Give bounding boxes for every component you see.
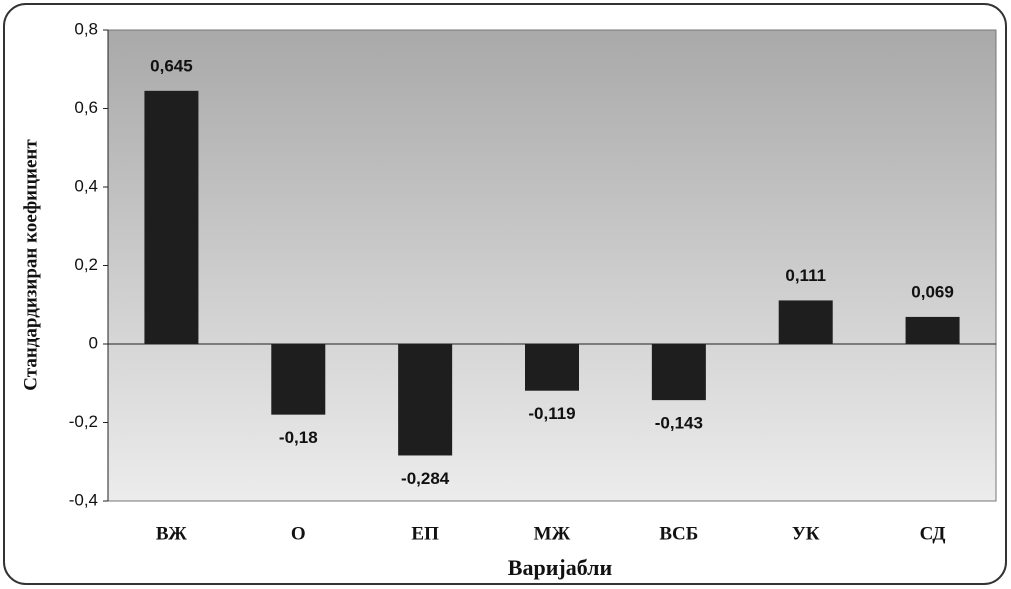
value-label: -0,284 [401, 469, 450, 488]
value-label: -0,18 [279, 428, 318, 447]
value-label: 0,111 [785, 266, 826, 285]
value-label: 0,645 [150, 56, 193, 75]
x-tick-label: ВСБ [659, 523, 698, 544]
x-tick-label: УК [792, 523, 820, 544]
value-label: -0,119 [528, 404, 575, 423]
x-tick-label: ЕП [411, 523, 439, 544]
x-tick-label: О [291, 523, 306, 544]
y-axis-title: Стандардизиран коефициент [20, 139, 41, 391]
bar [651, 344, 706, 401]
plot-area [107, 29, 997, 502]
bar [525, 344, 579, 391]
y-tick-label: 0,4 [74, 176, 98, 195]
y-tick-label: 0,8 [74, 19, 98, 38]
bar [144, 90, 199, 345]
bar [778, 300, 833, 344]
bar [905, 316, 960, 344]
value-label: 0,069 [911, 282, 954, 301]
x-tick-label: СД [920, 523, 946, 544]
x-tick-label: МЖ [534, 523, 571, 544]
y-tick-label: 0 [89, 333, 98, 352]
value-label: -0,143 [655, 414, 703, 433]
x-tick-label: ВЖ [156, 523, 187, 544]
y-tick-label: -0,2 [69, 412, 98, 431]
y-tick-label: -0,4 [69, 490, 98, 509]
bar [271, 344, 326, 415]
bar [398, 344, 453, 456]
y-tick-label: 0,6 [74, 98, 98, 117]
y-tick-label: 0,2 [74, 255, 98, 274]
x-axis-title: Варијабли [508, 555, 613, 580]
